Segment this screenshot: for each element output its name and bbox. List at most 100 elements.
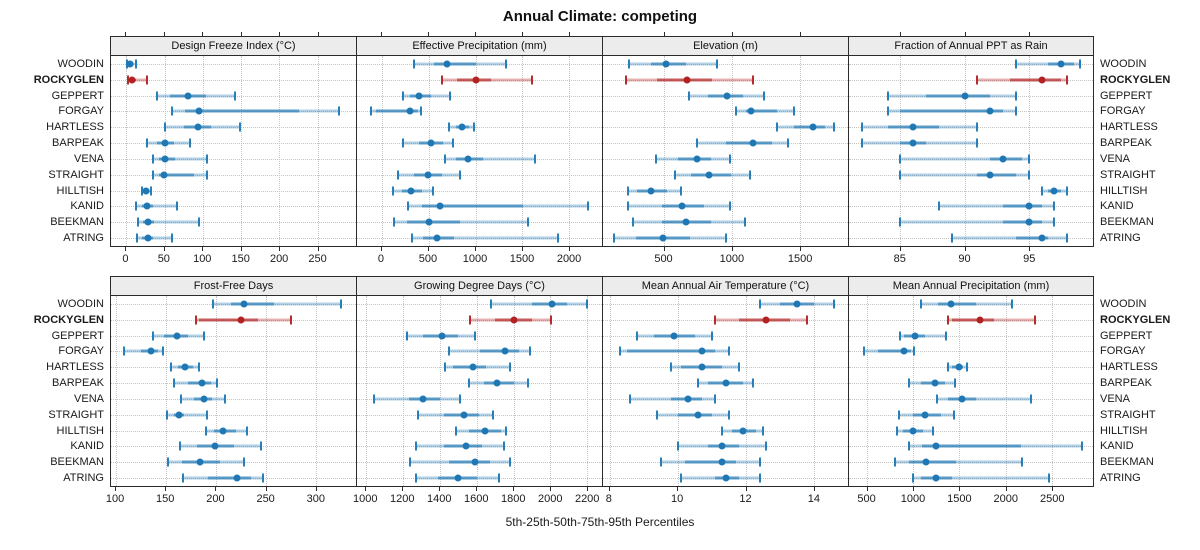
whisker-cap	[1066, 75, 1069, 85]
median-dot	[196, 458, 204, 466]
p25-p75-band	[199, 318, 258, 322]
whisker-cap	[1053, 217, 1056, 227]
median-dot	[698, 363, 706, 371]
median-dot	[961, 92, 969, 100]
whisker-cap	[550, 315, 553, 325]
site-label-left-beekman: BEEKMAN	[50, 216, 104, 229]
whisker-cap	[448, 122, 451, 132]
site-label-right-barpeak: BARPEAK	[1100, 137, 1152, 150]
axis-tick	[279, 247, 281, 251]
whisker-cap	[631, 217, 634, 227]
site-label-right-hilltish: HILLTISH	[1100, 184, 1148, 197]
axis-tick	[608, 487, 610, 491]
panel-box: Fraction of Annual PPT as Rain	[848, 36, 1094, 247]
median-dot	[694, 411, 702, 419]
p5-p95-band	[127, 78, 147, 82]
site-label-right-hilltish: HILLTISH	[1100, 424, 1148, 437]
median-dot	[211, 442, 219, 450]
panel-plot-area	[111, 56, 356, 246]
whisker-cap	[749, 170, 751, 180]
median-dot	[947, 300, 955, 308]
whisker-cap	[751, 378, 754, 388]
whisker-cap	[761, 426, 764, 436]
median-dot	[200, 395, 208, 403]
horizontal-gridline	[849, 174, 1093, 176]
p25-p75-band	[452, 365, 486, 369]
panel-frost-free-days: Frost-Free Days 100 150 200 250 300	[106, 276, 356, 513]
whisker-cap	[919, 299, 922, 309]
horizontal-gridline	[849, 414, 1093, 416]
whisker-cap	[534, 154, 537, 164]
axis-tick-label: 200	[206, 493, 225, 505]
median-dot	[510, 316, 518, 324]
horizontal-gridline	[111, 127, 356, 129]
panel-plot-area	[603, 296, 848, 486]
whisker-cap	[787, 138, 790, 148]
vertical-gridline	[403, 296, 405, 486]
median-dot	[909, 123, 917, 131]
median-dot	[718, 442, 726, 450]
horizontal-gridline	[603, 398, 848, 400]
site-label-left-hilltish: HILLTISH	[56, 184, 104, 197]
whisker-cap	[152, 170, 155, 180]
horizontal-gridline	[603, 190, 848, 192]
horizontal-gridline	[603, 63, 848, 65]
axis-tick-label: 1400	[426, 493, 452, 505]
axis-tick	[731, 247, 733, 251]
x-axis: 85 90 95	[848, 247, 1094, 276]
horizontal-gridline	[357, 335, 602, 337]
whisker-cap	[163, 122, 166, 132]
panel-strip: Frost-Free Days	[111, 277, 356, 296]
median-dot	[424, 171, 432, 179]
median-dot	[161, 155, 169, 163]
whisker-cap	[656, 410, 659, 420]
horizontal-gridline	[849, 478, 1093, 480]
horizontal-gridline	[849, 158, 1093, 160]
axis-tick-label: 90	[958, 253, 971, 265]
median-dot	[1038, 234, 1046, 242]
whisker-cap	[290, 315, 292, 325]
median-dot	[195, 107, 203, 115]
median-dot	[793, 300, 801, 308]
whisker-cap	[182, 473, 184, 483]
whisker-cap	[716, 59, 719, 69]
whisker-cap	[340, 299, 342, 309]
panel-elevation-m: Elevation (m) 500 1000 1500	[602, 30, 848, 276]
axis-tick-label: 150	[231, 253, 250, 265]
median-dot	[219, 427, 227, 435]
whisker-cap	[627, 59, 630, 69]
horizontal-gridline	[357, 63, 602, 65]
p5-p95-band	[900, 173, 1029, 177]
whisker-cap	[458, 170, 461, 180]
horizontal-gridline	[603, 158, 848, 160]
whisker-cap	[862, 346, 865, 356]
median-dot	[723, 92, 731, 100]
site-label-right-woodin: WOODIN	[1100, 57, 1147, 70]
site-label-right-atring: ATRING	[1100, 232, 1141, 245]
vertical-gridline	[279, 56, 281, 246]
axis-tick	[427, 247, 429, 251]
whisker-cap	[206, 410, 208, 420]
p25-p75-band	[434, 62, 476, 66]
vertical-gridline	[732, 56, 734, 246]
median-dot	[147, 347, 155, 355]
whisker-cap	[136, 217, 139, 227]
whisker-cap	[950, 233, 953, 243]
vertical-gridline	[126, 56, 128, 246]
median-dot	[718, 458, 726, 466]
horizontal-gridline	[849, 367, 1093, 369]
horizontal-gridline	[849, 190, 1093, 192]
vertical-gridline	[241, 56, 243, 246]
horizontal-gridline	[111, 238, 356, 240]
axis-tick-label: 2000	[556, 253, 582, 265]
whisker-cap	[527, 378, 530, 388]
site-label-left-barpeak: BARPEAK	[52, 377, 104, 390]
vertical-gridline	[550, 296, 552, 486]
p5-p95-band	[900, 220, 1055, 224]
whisker-cap	[162, 346, 164, 356]
vertical-gridline	[202, 56, 204, 246]
median-dot	[198, 379, 206, 387]
whisker-cap	[141, 186, 144, 196]
axis-tick-label: 1500	[947, 493, 972, 505]
horizontal-gridline	[357, 414, 602, 416]
